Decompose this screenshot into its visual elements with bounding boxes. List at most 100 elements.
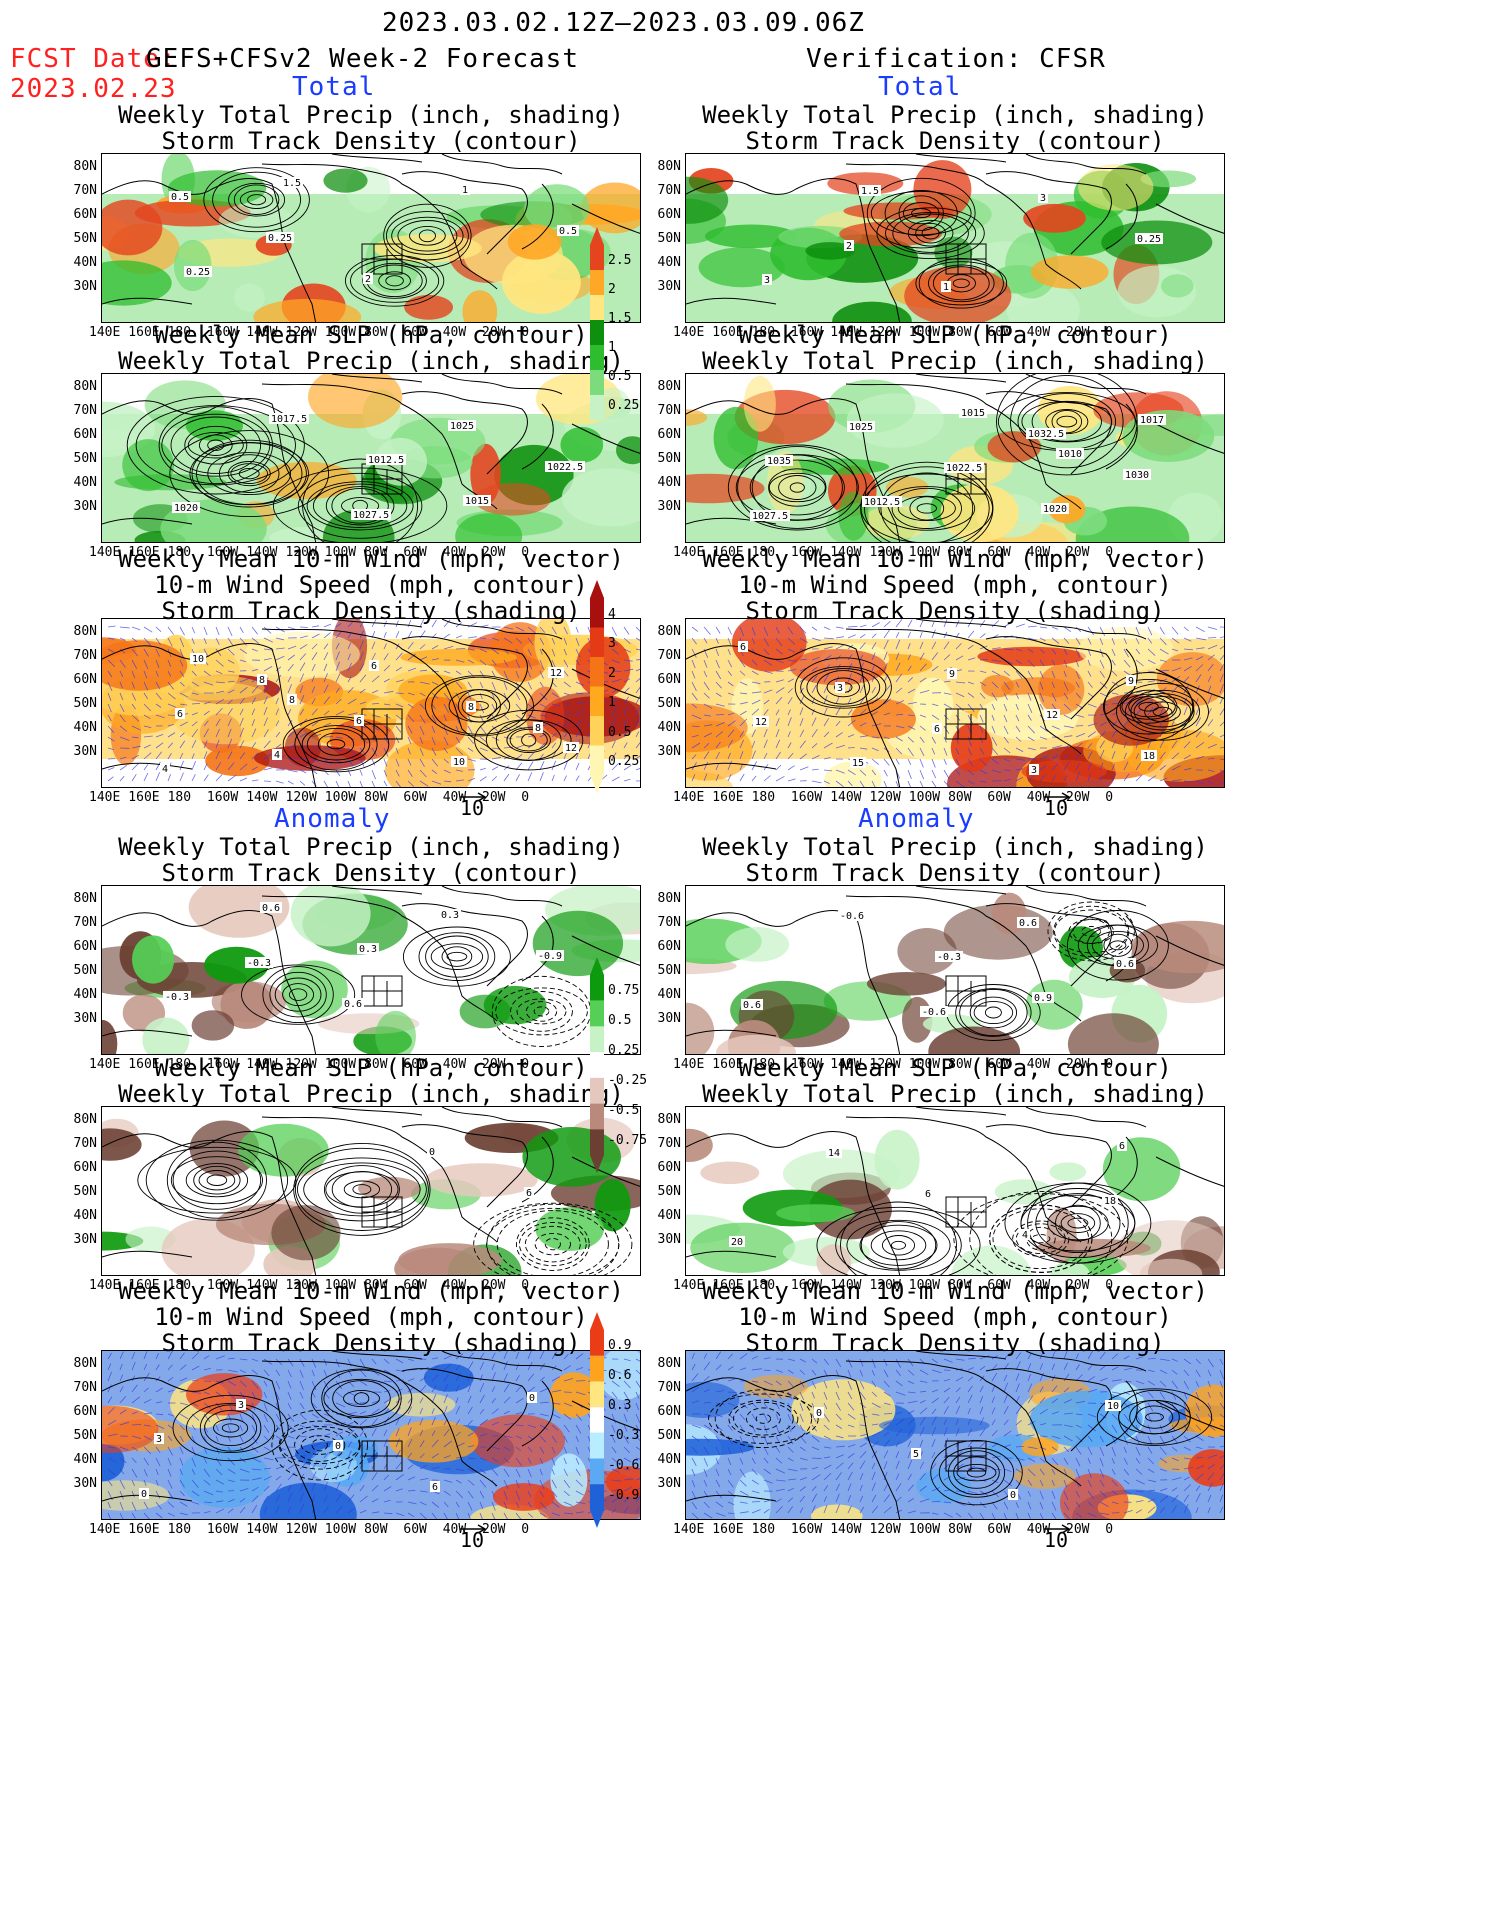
lat-tick-label: 50N bbox=[73, 1184, 97, 1199]
lon-tick-label: 100W bbox=[908, 790, 941, 805]
lon-tick-label: 40W bbox=[442, 545, 467, 560]
lon-tick-label: 100W bbox=[324, 325, 357, 340]
lat-tick-label: 30N bbox=[657, 499, 681, 514]
lat-tick-label: 40N bbox=[73, 720, 97, 735]
colorbar-label: -0.9 bbox=[608, 1487, 640, 1503]
lon-tick-label: 100W bbox=[324, 545, 357, 560]
panel-title: Weekly Total Precip (inch, shading) Storm… bbox=[702, 833, 1208, 887]
lon-tick-label: 160E bbox=[712, 790, 744, 805]
contour-label: 1012.5 bbox=[368, 455, 404, 466]
vector-scale-label: 10 bbox=[460, 1528, 485, 1552]
panel-title: Weekly Mean 10-m Wind (mph, vector) 10-m … bbox=[118, 1277, 624, 1357]
lon-tick-label: 140W bbox=[830, 1522, 862, 1537]
lat-tick-label: 50N bbox=[657, 963, 681, 978]
contour-label: 1020 bbox=[174, 503, 198, 514]
lon-tick-label: 160E bbox=[712, 1057, 744, 1072]
panel-title: Weekly Mean SLP (hPa, contour) Weekly Tot… bbox=[118, 321, 624, 375]
lat-tick-label: 80N bbox=[657, 891, 681, 906]
lat-tick-label: 30N bbox=[657, 1476, 681, 1491]
contour-label: 0 bbox=[529, 1393, 535, 1404]
map-fc-total-slp_precip: 1027.5 1025 1022.5 1020 1017.5 1012.5 1015 bbox=[101, 373, 641, 543]
lon-tick-label: 0 bbox=[1105, 1278, 1114, 1293]
contour-label: 15 bbox=[852, 758, 864, 769]
lon-tick-label: 0 bbox=[1105, 325, 1114, 340]
contour-label: 1 bbox=[462, 185, 468, 196]
lat-tick-label: 50N bbox=[657, 1428, 681, 1443]
contour-label: 0.9 bbox=[1034, 993, 1052, 1004]
lon-tick-label: 40W bbox=[1026, 790, 1051, 805]
colorbar-label: 0.5 bbox=[608, 1012, 632, 1028]
contour-label: 6 bbox=[177, 709, 183, 720]
lon-tick-label: 0 bbox=[521, 790, 530, 805]
lon-tick-label: 60W bbox=[987, 1522, 1011, 1537]
lat-tick-label: 50N bbox=[657, 451, 681, 466]
contour-label: 18 bbox=[1143, 751, 1155, 762]
lat-tick-label: 70N bbox=[657, 648, 681, 663]
lon-tick-label: 60W bbox=[987, 1278, 1011, 1293]
lat-tick-label: 60N bbox=[657, 672, 681, 687]
contour-label: 1 bbox=[943, 282, 949, 293]
lon-tick-label: 160W bbox=[206, 1057, 239, 1072]
vector-scale-vf-total bbox=[1042, 788, 1072, 807]
map-vf-total-slp_precip: 1032.5 1030 1027.5 1025 1022.5 1020 1017 1035 10… bbox=[685, 373, 1225, 543]
colorbar-label: 2 bbox=[608, 281, 616, 297]
contour-label: 5 bbox=[913, 1449, 919, 1460]
lon-tick-label: 140E bbox=[673, 1057, 705, 1072]
lon-tick-label: 140E bbox=[673, 790, 705, 805]
lon-tick-label: 40W bbox=[442, 1057, 467, 1072]
contour-label: 3 bbox=[238, 1400, 244, 1411]
lon-tick-label: 160W bbox=[206, 1278, 239, 1293]
section-total-right: Total bbox=[878, 72, 962, 102]
contour-label: 6 bbox=[934, 724, 940, 735]
contour-label: 6 bbox=[925, 1189, 931, 1200]
lon-tick-label: 80W bbox=[948, 1278, 972, 1293]
lat-tick-label: 50N bbox=[73, 696, 97, 711]
vector-scale-fc-anom bbox=[458, 1520, 488, 1539]
lon-tick-label: 180 bbox=[751, 1278, 776, 1293]
lon-tick-label: 20W bbox=[1066, 545, 1090, 560]
lat-tick-label: 80N bbox=[73, 891, 97, 906]
lon-tick-label: 0 bbox=[521, 1057, 530, 1072]
lon-tick-label: 180 bbox=[751, 790, 776, 805]
lat-tick-label: 70N bbox=[73, 648, 97, 663]
contour-label: 3 bbox=[1031, 765, 1037, 776]
lon-tick-label: 60W bbox=[403, 545, 427, 560]
contour-label: 1.5 bbox=[861, 186, 879, 197]
contour-label: 6 bbox=[371, 661, 377, 672]
contour-label: 6 bbox=[356, 716, 362, 727]
contour-label: 6 bbox=[432, 1482, 438, 1493]
contour-label: 3 bbox=[156, 1434, 162, 1445]
lon-tick-label: 60W bbox=[403, 790, 427, 805]
colorbar-label: 0.25 bbox=[608, 754, 640, 770]
panel-title: Weekly Mean 10-m Wind (mph, vector) 10-m … bbox=[118, 545, 624, 625]
contour-label: 0.6 bbox=[344, 999, 362, 1010]
lat-tick-label: 60N bbox=[73, 672, 97, 687]
lat-tick-label: 40N bbox=[657, 1208, 681, 1223]
lat-tick-label: 30N bbox=[73, 279, 97, 294]
lat-tick-label: 70N bbox=[73, 915, 97, 930]
lon-tick-label: 60W bbox=[403, 325, 427, 340]
contour-label: 1017 bbox=[1140, 415, 1164, 426]
lat-tick-label: 40N bbox=[73, 1452, 97, 1467]
lon-tick-label: 160W bbox=[790, 1057, 823, 1072]
lon-tick-label: 100W bbox=[908, 1522, 941, 1537]
lon-tick-label: 160W bbox=[790, 1522, 823, 1537]
contour-label: 1017.5 bbox=[271, 414, 307, 425]
contour-label: 0.25 bbox=[1137, 234, 1161, 245]
panel-title: Weekly Total Precip (inch, shading) Storm… bbox=[118, 101, 624, 155]
lon-tick-label: 160W bbox=[206, 790, 239, 805]
lon-tick-label: 100W bbox=[908, 545, 941, 560]
panel-title: Weekly Mean SLP (hPa, contour) Weekly Tot… bbox=[702, 321, 1208, 375]
lat-tick-label: 70N bbox=[73, 183, 97, 198]
contour-label: 8 bbox=[535, 723, 541, 734]
lon-tick-label: 160W bbox=[206, 325, 239, 340]
lon-tick-label: 140W bbox=[246, 790, 278, 805]
forecast-title: GEFS+CFSv2 Week-2 Forecast bbox=[146, 44, 579, 74]
lon-tick-label: 80W bbox=[364, 1057, 388, 1072]
contour-label: 1015 bbox=[465, 496, 489, 507]
lon-tick-label: 20W bbox=[482, 1278, 506, 1293]
map-fc-total-wind_storm: 8 4 8 6 10 12 6 4 6 8 12 10 8 bbox=[101, 618, 641, 788]
lon-tick-label: 40W bbox=[1026, 325, 1051, 340]
lon-tick-label: 80W bbox=[364, 1522, 388, 1537]
